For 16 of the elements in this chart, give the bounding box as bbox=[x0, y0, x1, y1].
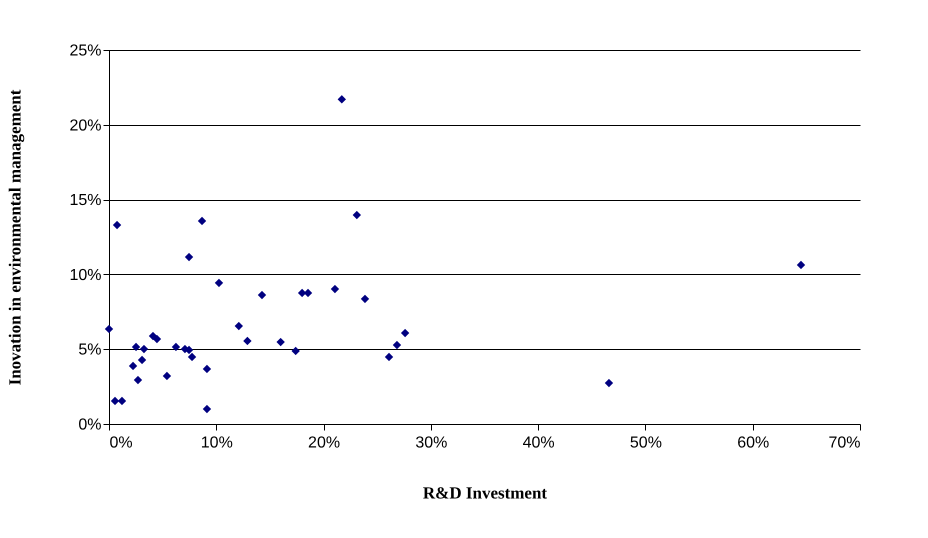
y-tick-label: 25% bbox=[69, 42, 102, 60]
x-tick-label: 0% bbox=[110, 434, 133, 452]
y-tick-label: 5% bbox=[78, 342, 102, 359]
x-tick-label: 30% bbox=[415, 434, 448, 452]
y-tick-label: 0% bbox=[78, 416, 102, 434]
x-tick-label: 70% bbox=[828, 434, 860, 452]
x-tick-label: 10% bbox=[200, 434, 233, 452]
x-tick-label: 40% bbox=[522, 434, 555, 452]
x-axis-title: R&D Investment bbox=[422, 484, 548, 502]
y-tick-label: 15% bbox=[69, 192, 102, 210]
y-tick-label: 10% bbox=[69, 266, 102, 284]
x-tick-label: 20% bbox=[308, 434, 340, 452]
y-axis-title: Inovation in environmental management bbox=[5, 89, 24, 386]
x-tick-label: 50% bbox=[630, 434, 662, 452]
y-tick-label: 20% bbox=[69, 117, 102, 134]
x-tick-label: 60% bbox=[737, 434, 770, 452]
